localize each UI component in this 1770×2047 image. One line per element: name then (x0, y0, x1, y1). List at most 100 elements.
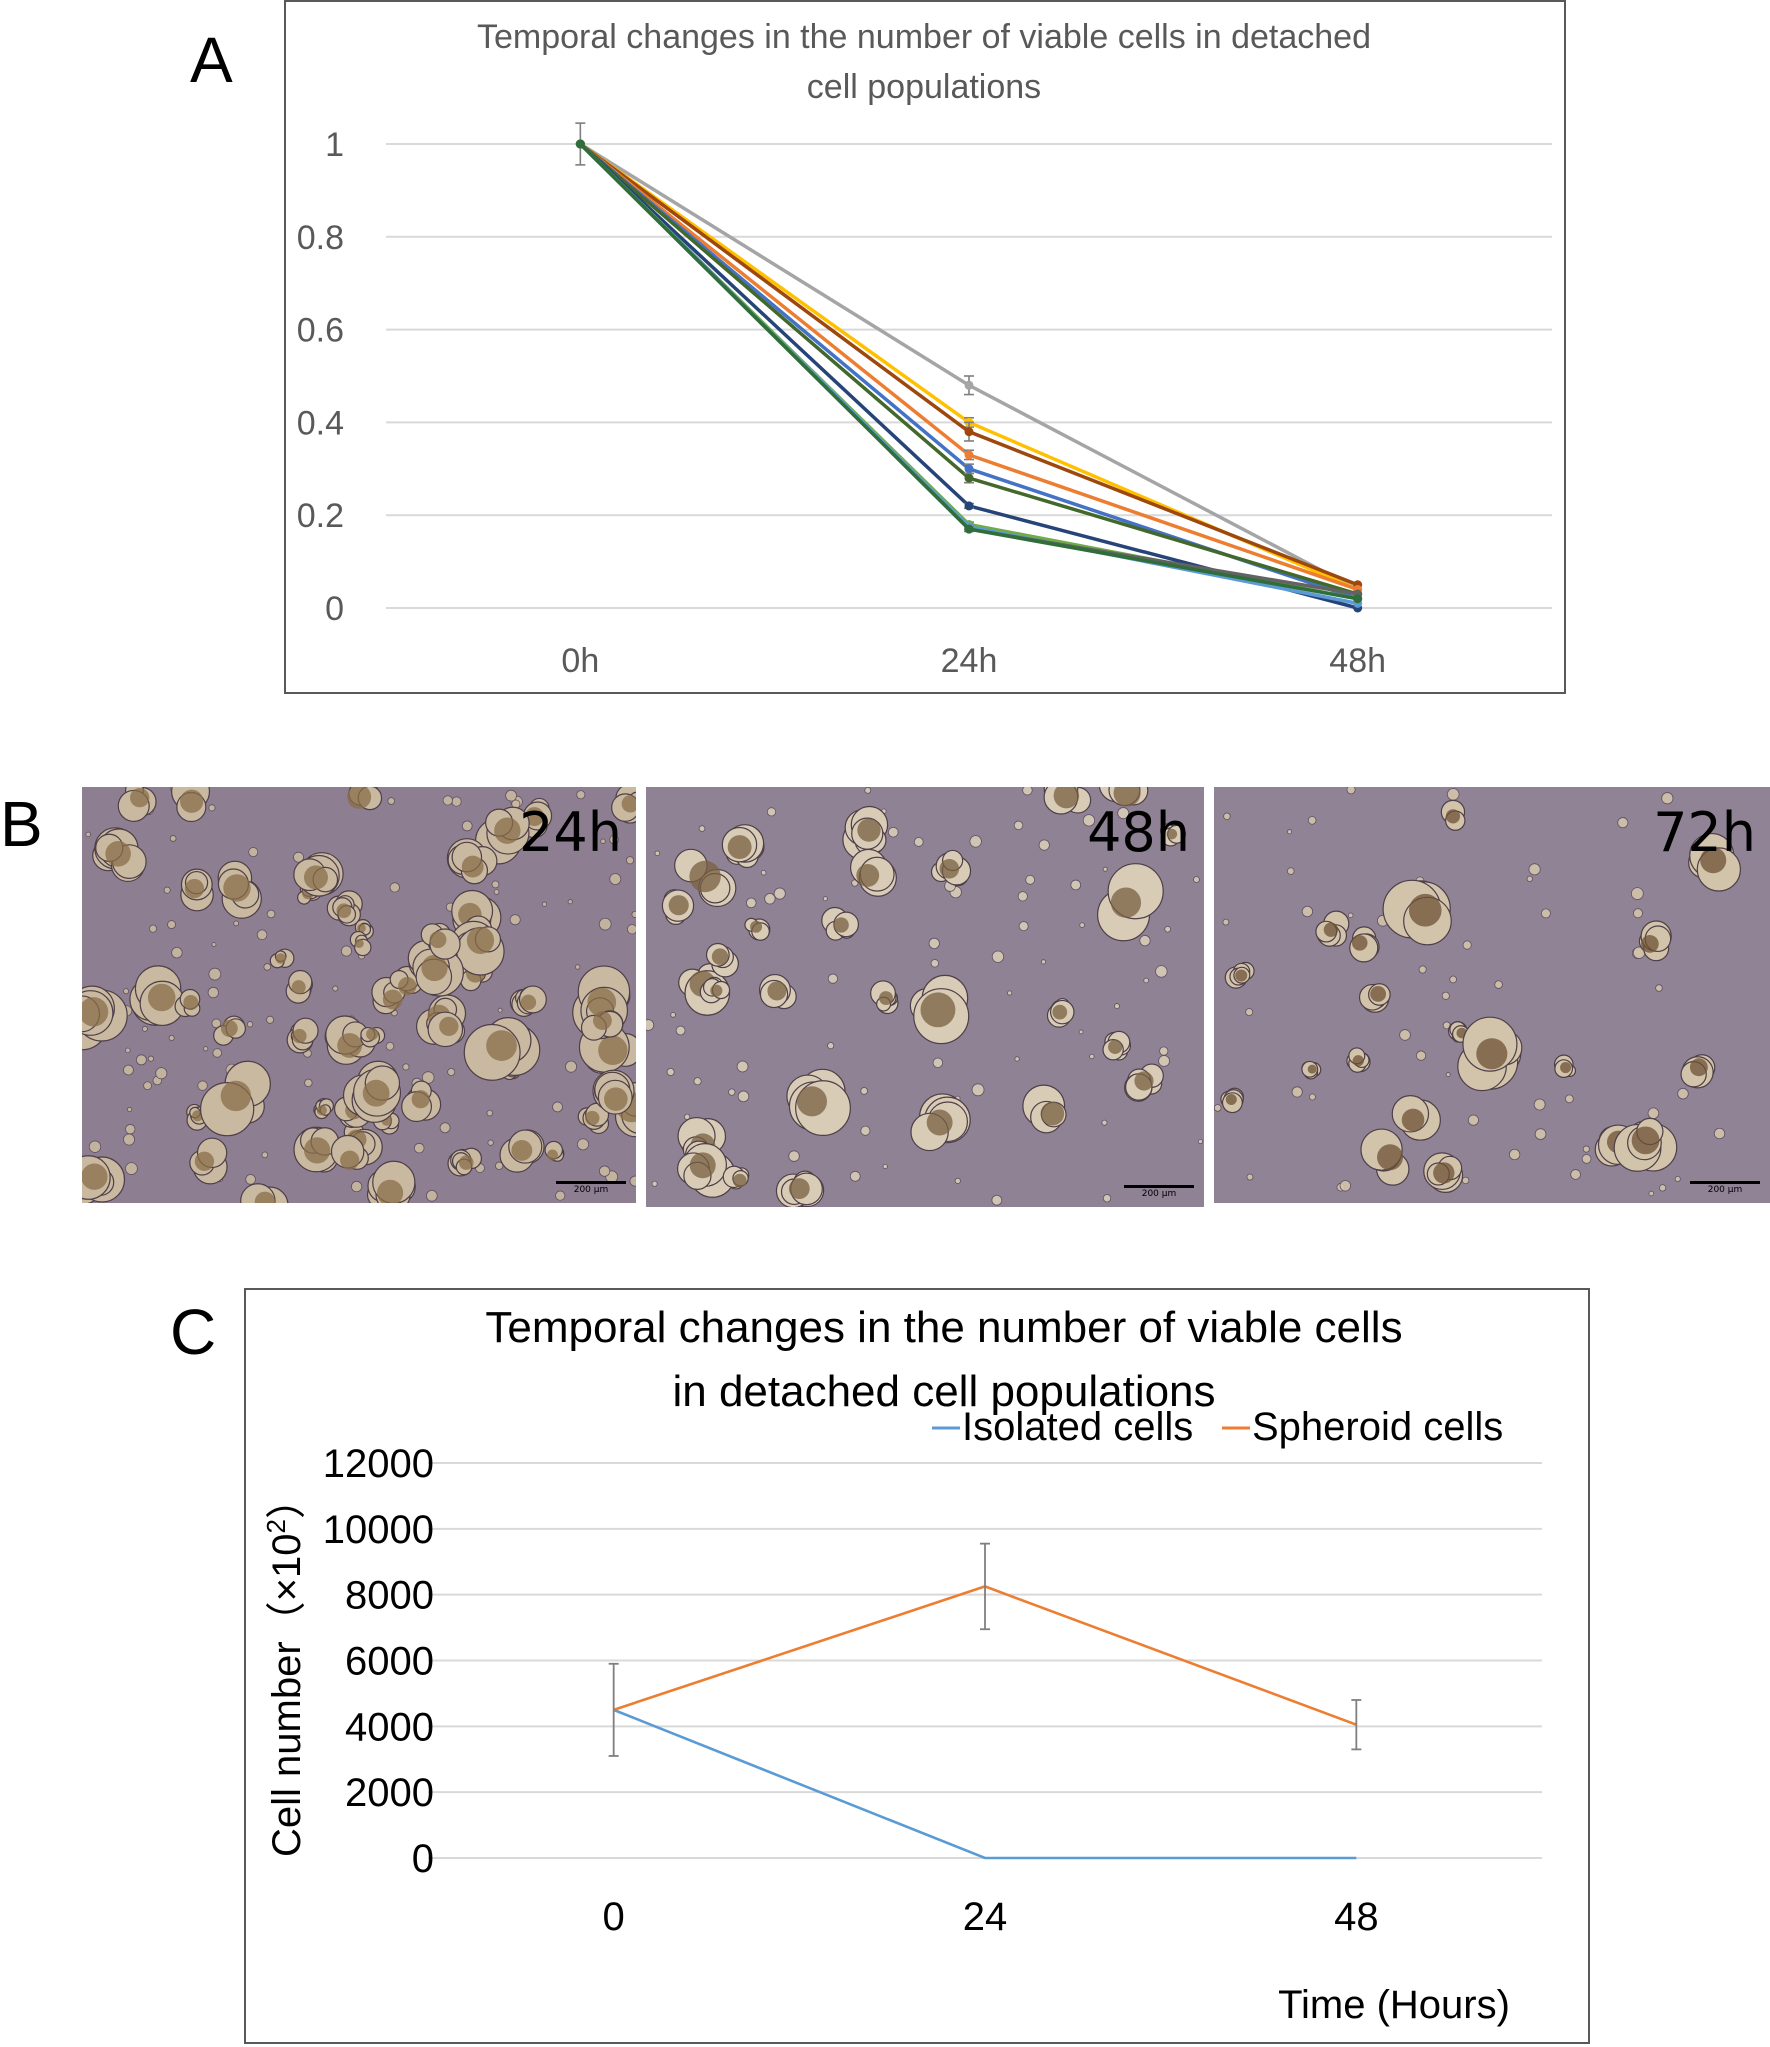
micrograph-single-cell (167, 920, 176, 930)
micrograph-colony (1358, 983, 1391, 1013)
micrograph-colony (722, 1165, 750, 1190)
micrograph-colony-core (336, 903, 352, 919)
micrograph-colony-core (598, 1035, 628, 1066)
micrograph-single-cell (293, 851, 304, 863)
micrograph-single-cell (1399, 1029, 1411, 1041)
micrograph-colony-core (220, 1020, 238, 1037)
micrograph-single-cell (764, 893, 776, 905)
micrograph-single-cell (1661, 792, 1674, 805)
micrograph-single-cell (670, 1012, 676, 1018)
micrograph-single-cell (1022, 787, 1033, 796)
micrograph-single-cell (1164, 925, 1171, 933)
micrograph-single-cell (860, 1087, 868, 1095)
micrograph-colony (117, 787, 157, 822)
micrograph-colony (1346, 1047, 1371, 1073)
micrograph-single-cell (1528, 863, 1541, 876)
micrograph-single-cell (600, 838, 606, 844)
chart-a-point (964, 450, 974, 460)
micrograph-single-cell (1647, 1107, 1660, 1120)
micrograph-single-cell (1582, 1145, 1590, 1153)
micrograph-single-cell (675, 1025, 686, 1036)
micrograph-colony-core (1631, 1126, 1660, 1155)
micrograph-single-cell (1079, 922, 1085, 928)
micrograph-colony-core (587, 987, 617, 1017)
micrograph-single-cell (1007, 990, 1013, 996)
micrograph-colony (661, 889, 695, 925)
micrograph-single-cell (1677, 1087, 1689, 1100)
micrograph-single-cell (1648, 1190, 1655, 1197)
micrograph-colony (342, 1060, 402, 1123)
micrograph-colony (463, 1017, 541, 1081)
micrograph-single-cell (304, 1078, 313, 1088)
micrograph-colony-core (82, 997, 109, 1027)
micrograph-single-cell (827, 1042, 835, 1050)
micrograph-single-cell (576, 790, 586, 800)
micrograph-colony (1097, 863, 1164, 942)
micrograph-colony-core (316, 1105, 327, 1116)
micrograph-single-cell (212, 1048, 222, 1058)
micrograph-colony (699, 976, 731, 1004)
micrograph-single-cell (1025, 874, 1036, 885)
chart-c-y-axis-title: Cell number（×102） (261, 1479, 309, 1857)
micrograph-single-cell (169, 835, 177, 842)
micrograph-single-cell (1193, 876, 1200, 883)
micrograph-colony (1638, 920, 1672, 962)
micrograph-colony-core (194, 1151, 215, 1171)
chart-c-frame (244, 1288, 1590, 2044)
chart-c-title-line-1: Temporal changes in the number of viable… (485, 1303, 1402, 1352)
micrograph-colony (1688, 832, 1742, 892)
micrograph-single-cell (1117, 807, 1130, 820)
micrograph-colony (499, 1129, 545, 1173)
micrograph-single-cell (971, 1083, 985, 1097)
micrograph-colony-core (337, 1033, 363, 1058)
micrograph-colony (401, 1080, 442, 1123)
micrograph-colony-core (1108, 1039, 1123, 1054)
micrograph-colony (1447, 1021, 1470, 1043)
micrograph-colony (200, 1060, 271, 1137)
micrograph-single-cell (598, 1165, 611, 1177)
micrograph-colony (674, 848, 737, 908)
micrograph-single-cell (913, 837, 924, 847)
micrograph-single-cell (1533, 1098, 1546, 1111)
micrograph-colony-core (1166, 828, 1178, 840)
scale-bar: 200 μm (1124, 1185, 1194, 1199)
micrograph-background (1214, 787, 1770, 1203)
micrograph-colony-core (82, 1163, 108, 1190)
panel-c-letter: C (170, 1296, 217, 1368)
chart-a-y-tick: 1 (325, 126, 344, 164)
micrograph-single-cell (197, 1080, 208, 1091)
micrograph-colony (842, 805, 889, 861)
micrograph-colony-core (833, 917, 849, 933)
scale-bar-label: 200 μm (1141, 1189, 1177, 1199)
micrograph-single-cell (451, 796, 462, 807)
micrograph-time-label: 72h (1653, 801, 1756, 864)
micrograph-colony-core (689, 1152, 716, 1179)
chart-c-y-tick: 8000 (345, 1574, 434, 1618)
micrograph-single-cell (626, 924, 636, 935)
micrograph-colony (420, 922, 461, 960)
micrograph-colony (407, 940, 464, 997)
micrograph-colony (293, 1126, 340, 1173)
micrograph-single-cell (693, 1077, 702, 1086)
micrograph-colony-core (461, 855, 484, 878)
chart-a-x-tick: 24h (941, 642, 998, 680)
micrograph-single-cell (497, 1007, 503, 1013)
chart-a-svg: Temporal changes in the number of viable… (284, 0, 1566, 694)
micrograph-single-cell (745, 897, 757, 909)
chart-a-y-tick: 0.4 (297, 404, 344, 442)
micrograph-colony-core (1225, 1093, 1237, 1106)
micrograph-colony (213, 1015, 246, 1046)
chart-a-point (964, 427, 974, 437)
micrograph-colony (786, 1068, 851, 1136)
micrograph-single-cell (864, 787, 872, 794)
micrograph-colony-core (689, 860, 721, 893)
micrograph-colony (180, 868, 214, 912)
micrograph-single-cell (340, 945, 353, 957)
micrograph-colony-core (1352, 1055, 1364, 1067)
micrograph-colony (324, 1015, 376, 1065)
micrograph-single-cell (1143, 977, 1149, 984)
micrograph-colony-core (180, 789, 204, 813)
micrograph-single-cell (928, 937, 940, 950)
micrograph-single-cell (1632, 908, 1643, 919)
micrograph-single-cell (1286, 867, 1295, 875)
